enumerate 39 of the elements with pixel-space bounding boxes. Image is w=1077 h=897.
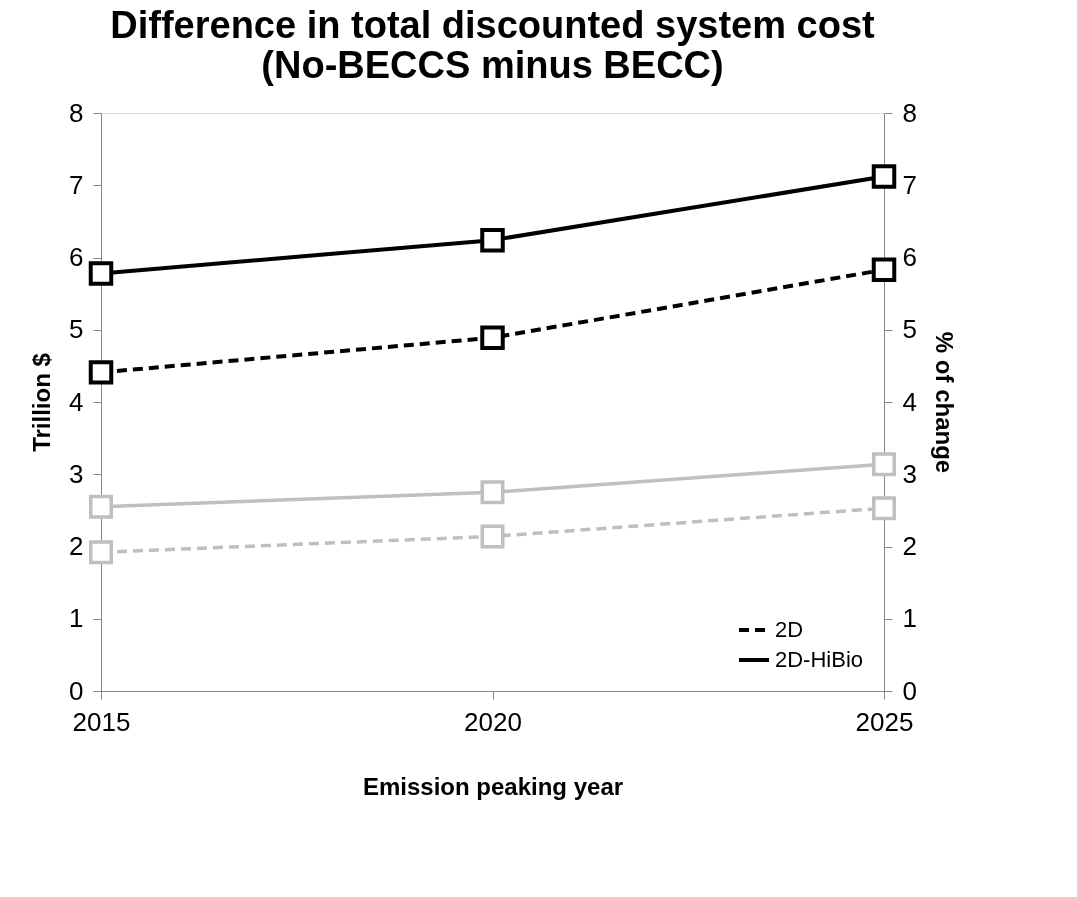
- point: [88, 261, 114, 286]
- point: [88, 360, 114, 385]
- y2-tick-label: 5: [902, 314, 917, 345]
- y-tick-label: 7: [69, 169, 84, 200]
- point: [480, 325, 505, 350]
- x-tick-label: 2025: [855, 706, 914, 737]
- x-tick-label: 2015: [72, 706, 131, 737]
- point: [871, 164, 897, 189]
- x-axis-title: Emission peaking year: [362, 772, 624, 800]
- legend-label: 2D-HiBio: [775, 647, 864, 672]
- y-tick-label: 8: [69, 97, 84, 128]
- y-tick-label: 2: [69, 531, 84, 561]
- y-tick-label: 1: [69, 603, 84, 634]
- point: [89, 540, 113, 565]
- y2-tick-label: 3: [902, 458, 917, 489]
- point: [480, 480, 505, 505]
- y-tick-label: 3: [69, 458, 84, 489]
- point: [89, 494, 113, 519]
- y2-tick-label: 7: [902, 169, 917, 200]
- y-tick-label: 6: [69, 242, 84, 272]
- y-tick-label: 0: [69, 675, 84, 706]
- point: [871, 257, 897, 283]
- legend-label: 2D: [775, 617, 804, 642]
- y2-tick-label: 2: [902, 531, 917, 561]
- point: [480, 227, 505, 253]
- point: [872, 452, 896, 477]
- x-tick-label: 2020: [464, 706, 522, 737]
- y2-tick-label: 6: [902, 242, 917, 272]
- y-axis-title: Trillion $: [28, 352, 56, 452]
- y2-tick-label: 4: [902, 386, 917, 417]
- text: Difference in total discounted system cost: [110, 4, 875, 46]
- y2-tick-label: 1: [902, 603, 917, 634]
- point: [480, 524, 505, 549]
- y2-tick-label: 8: [902, 97, 917, 128]
- y2-tick-label: 0: [902, 675, 917, 706]
- y-tick-label: 4: [69, 386, 84, 417]
- point: [872, 496, 896, 521]
- y2-axis-title: % of change: [930, 331, 958, 474]
- y-tick-label: 5: [69, 314, 84, 345]
